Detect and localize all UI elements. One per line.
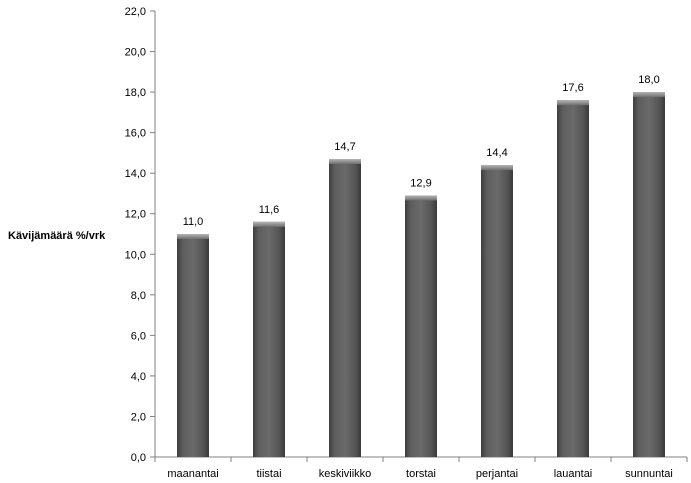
y-tick-label: 16,0 — [125, 128, 146, 140]
y-tick-label: 22,0 — [125, 6, 146, 18]
y-tick-label: 18,0 — [125, 87, 146, 99]
x-category-label: torstai — [406, 468, 436, 480]
x-category-label: maanantai — [167, 468, 218, 480]
bar — [177, 234, 209, 457]
data-label: 17,6 — [562, 82, 583, 94]
data-label: 11,6 — [259, 204, 280, 216]
bar-cap — [177, 234, 209, 239]
data-label: 14,7 — [334, 141, 355, 153]
x-category-label: perjantai — [476, 468, 518, 480]
bar — [329, 158, 361, 457]
bar-cap — [405, 195, 437, 201]
bar — [253, 221, 285, 457]
x-category-label: sunnuntai — [625, 468, 673, 480]
bar-cap — [481, 165, 513, 171]
x-category-label: lauantai — [554, 468, 593, 480]
x-category-label: tiistai — [256, 468, 281, 480]
data-label: 14,4 — [486, 147, 507, 159]
y-tick-label: 14,0 — [125, 168, 146, 180]
y-tick-label: 0,0 — [131, 452, 146, 464]
y-tick-label: 12,0 — [125, 209, 146, 221]
bar-cap — [329, 158, 361, 164]
bar — [405, 195, 437, 457]
bar-cap — [633, 92, 665, 98]
data-label: 12,9 — [410, 177, 431, 189]
x-category-label: keskiviikko — [319, 468, 372, 480]
data-label: 11,0 — [183, 216, 204, 228]
y-tick-label: 6,0 — [131, 330, 146, 342]
y-axis-title: Kävijämäärä %/vrk — [8, 230, 106, 242]
data-label: 18,0 — [638, 74, 659, 86]
plot-area: 0,0 2,0 4,0 6,0 8,0 10,0 12,0 14,0 16,0 18,0 20,0 2… — [125, 6, 688, 480]
y-tick-label: 20,0 — [125, 47, 146, 59]
bar-cap — [557, 100, 589, 106]
y-tick-label: 2,0 — [131, 411, 146, 423]
y-tick-label: 4,0 — [131, 371, 146, 383]
y-tick-label: 10,0 — [125, 249, 146, 261]
y-tick-label: 8,0 — [131, 290, 146, 302]
bar — [633, 92, 665, 457]
bar-cap — [253, 221, 285, 227]
bar — [481, 165, 513, 457]
bar — [557, 100, 589, 457]
